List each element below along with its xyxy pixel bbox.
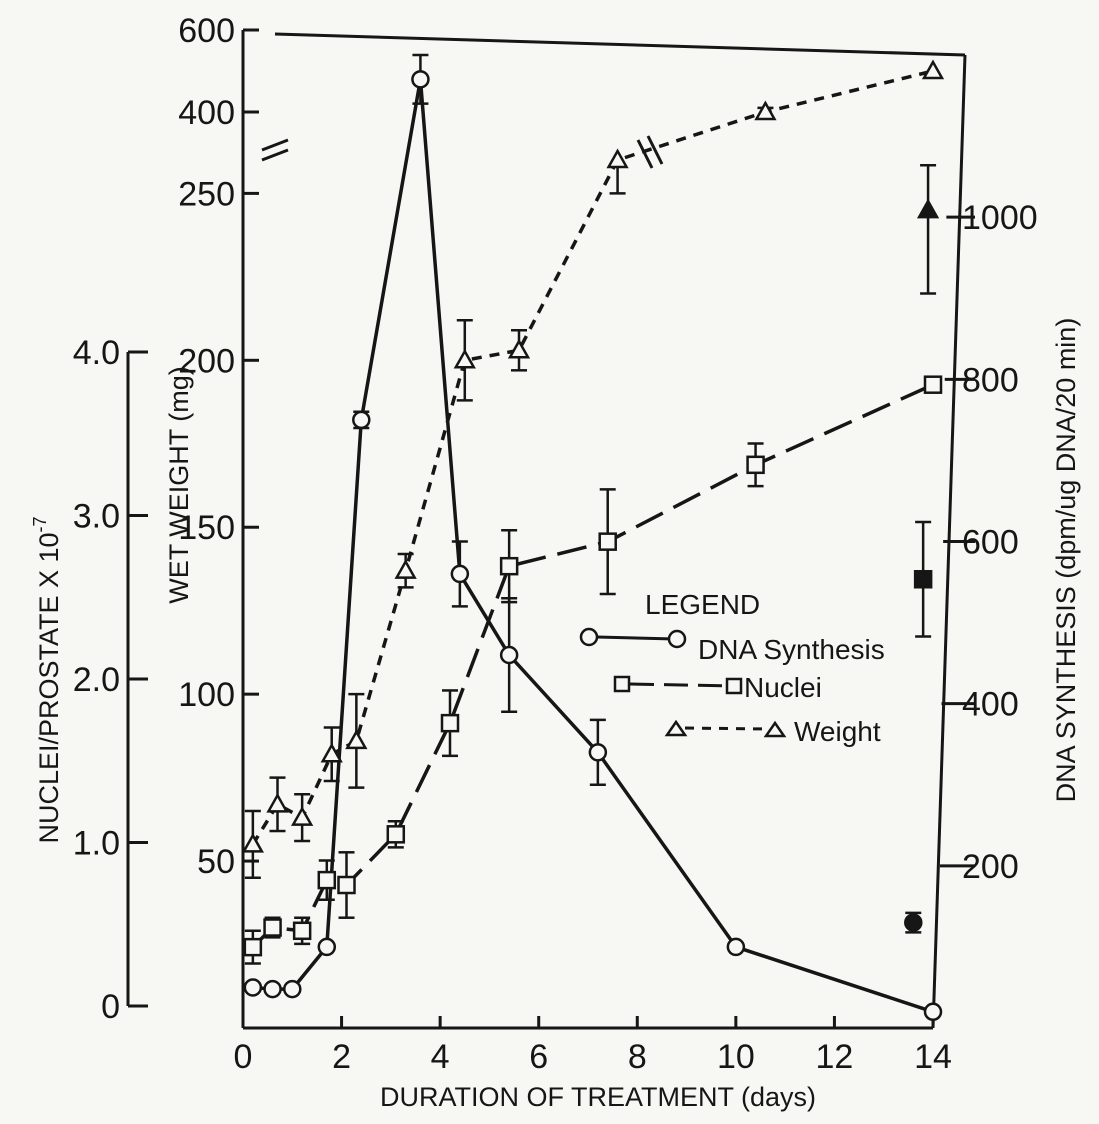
left-y-tick-label: 150 <box>178 509 235 547</box>
data-point-square <box>337 875 356 895</box>
right-y-tick-label: 800 <box>962 361 1019 399</box>
data-point-circle <box>411 70 430 89</box>
data-point-circle <box>243 978 263 997</box>
data-point-square <box>292 921 312 941</box>
data-point-circle <box>923 1002 943 1022</box>
data-point-circle <box>352 410 371 430</box>
data-point-square <box>499 556 519 576</box>
x-tick-label: 2 <box>332 1038 351 1076</box>
data-point-triangle <box>345 729 368 750</box>
left-y-tick-label: 400 <box>178 94 235 132</box>
data-point-triangle <box>754 100 777 121</box>
right-y-tick-label: 400 <box>962 686 1019 724</box>
left-y-tick-label: 250 <box>178 175 235 213</box>
left-y-tick-label: 200 <box>178 342 235 380</box>
legend-marker-triangle-right <box>763 720 787 738</box>
outer-y-tick-label: 3.0 <box>73 498 120 536</box>
outer-y-axis-title: NUCLEI/PROSTATE X 10-7 <box>30 516 64 843</box>
data-point-circle <box>263 979 282 999</box>
data-point-square <box>317 870 337 890</box>
data-point-triangle <box>320 742 343 763</box>
x-tick-label: 4 <box>431 1038 450 1076</box>
outer-y-tick-label: 2.0 <box>73 661 120 699</box>
x-tick-label: 14 <box>914 1038 952 1076</box>
left-y-tick-label: 100 <box>178 676 235 714</box>
plot-top-border <box>274 32 966 57</box>
data-point-square <box>440 713 460 733</box>
data-point-circle <box>904 913 923 932</box>
data-point-circle <box>283 979 302 999</box>
data-point-square <box>598 532 617 551</box>
x-tick-label: 8 <box>628 1038 647 1076</box>
legend-label-dna-synthesis: DNA Synthesis <box>698 634 885 665</box>
right-y-tick-label: 1000 <box>962 199 1038 237</box>
data-point-circle <box>317 937 337 957</box>
data-point-triangle <box>291 806 314 826</box>
data-point-circle <box>450 564 470 584</box>
outer-y-tick-label: 0 <box>101 988 120 1026</box>
series-line <box>252 77 934 1014</box>
data-point-square <box>923 375 943 394</box>
data-point-circle <box>588 743 608 762</box>
data-point-triangle <box>921 59 945 80</box>
legend-marker-circle-left <box>579 627 599 647</box>
series-group <box>241 53 945 1022</box>
data-point-triangle <box>453 348 476 369</box>
x-tick-label: 12 <box>816 1038 854 1076</box>
legend-swatch-nuclei <box>629 682 735 688</box>
legend-label-weight: Weight <box>794 716 881 747</box>
legend-marker-square-left <box>613 675 631 693</box>
weight-line-break-mark <box>646 135 664 165</box>
x-tick-label: 0 <box>234 1038 253 1076</box>
legend-swatch-dna-synthesis <box>596 635 676 641</box>
data-point-triangle <box>507 338 531 359</box>
data-point-triangle <box>394 559 417 579</box>
outer-y-axis-title-exponent: -7 <box>30 516 50 532</box>
legend-marker-square-right <box>725 677 743 695</box>
legend-marker-circle-right <box>667 629 687 649</box>
legend-title: LEGEND <box>645 589 760 620</box>
left-axis-break-mark <box>261 148 289 162</box>
outer-y-tick-label: 1.0 <box>73 825 120 863</box>
legend-label-nuclei: Nuclei <box>744 672 822 703</box>
series-line <box>251 383 934 949</box>
data-point-square <box>263 918 282 937</box>
x-axis-title: DURATION OF TREATMENT (days) <box>380 1082 816 1112</box>
left-y-axis-title: WET WEIGHT (mg) <box>164 366 194 604</box>
data-point-triangle <box>241 832 264 853</box>
left-y-tick-label: 50 <box>197 843 235 881</box>
legend-swatch-weight <box>684 726 769 731</box>
data-point-triangle <box>606 148 629 169</box>
data-point-triangle <box>266 792 289 813</box>
left-y-tick-label: 600 <box>178 12 235 50</box>
left-axis-break-mark <box>261 138 289 152</box>
x-tick-label: 10 <box>717 1038 755 1076</box>
outer-y-axis-title-text: NUCLEI/PROSTATE X 10 <box>34 532 64 843</box>
outer-y-tick-label: 4.0 <box>73 334 120 372</box>
data-point-square <box>746 455 765 475</box>
data-point-triangle <box>916 198 940 219</box>
right-y-axis-title: DNA SYNTHESIS (dpm/ug DNA/20 min) <box>1051 318 1081 803</box>
ticks-group: 0 2 4 6 8 10 12 14 0 1.0 2.0 3.0 4.0 50 100 150 200 250 40… <box>73 12 1038 1076</box>
right-y-tick-label: 200 <box>962 848 1019 886</box>
right-y-tick-label: 600 <box>962 524 1019 562</box>
legend: LEGEND DNA Synthesis Nuclei Weight <box>579 589 885 747</box>
data-point-circle <box>499 645 519 665</box>
data-point-circle <box>726 937 746 957</box>
data-point-square <box>243 937 263 957</box>
data-point-square <box>913 570 933 589</box>
data-point-square <box>386 825 406 844</box>
x-tick-label: 6 <box>529 1038 548 1076</box>
legend-marker-triangle-left <box>664 719 688 737</box>
weight-line-break-mark <box>636 139 654 169</box>
